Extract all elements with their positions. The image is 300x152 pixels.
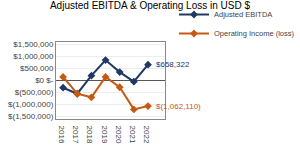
svg-text:Adjusted EBITDA: Adjusted EBITDA xyxy=(214,10,272,19)
svg-text:$(1,062,110): $(1,062,110) xyxy=(156,102,201,111)
svg-text:$1,500,000: $1,500,000 xyxy=(13,40,54,49)
svg-text:2022: 2022 xyxy=(142,126,151,144)
svg-text:2017: 2017 xyxy=(71,126,80,144)
svg-text:$500,000: $500,000 xyxy=(20,64,54,73)
svg-text:Operating Income (loss): Operating Income (loss) xyxy=(214,29,295,38)
svg-text:2018: 2018 xyxy=(85,126,94,144)
svg-text:$658,322: $658,322 xyxy=(156,60,190,69)
svg-text:2016: 2016 xyxy=(57,126,66,144)
svg-text:$(500,000): $(500,000) xyxy=(15,88,54,97)
svg-text:$(1,000,000): $(1,000,000) xyxy=(8,100,54,109)
svg-text:$0 $-: $0 $- xyxy=(35,76,54,85)
svg-text:2021: 2021 xyxy=(128,126,137,144)
svg-text:2020: 2020 xyxy=(114,126,123,144)
svg-text:2019: 2019 xyxy=(100,126,109,144)
svg-text:Adjusted EBITDA & Operating Lo: Adjusted EBITDA & Operating Loss in USD … xyxy=(50,0,251,11)
svg-text:$(1,500,000): $(1,500,000) xyxy=(8,112,54,121)
svg-text:$1,000,000: $1,000,000 xyxy=(13,52,54,61)
